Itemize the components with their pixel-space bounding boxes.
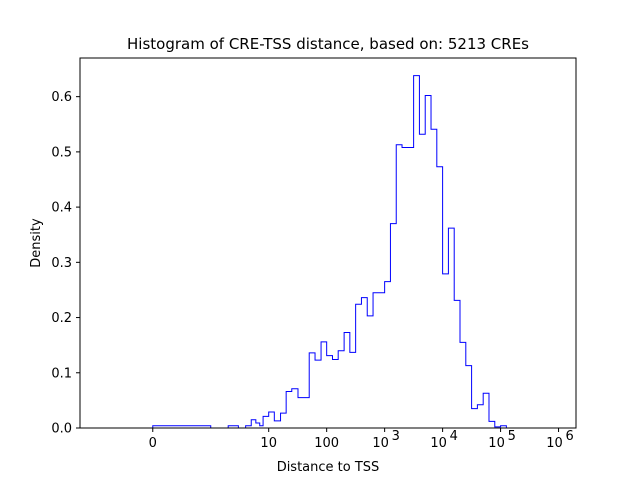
x-tick-label: 100: [314, 436, 339, 451]
x-tick-label: 10: [488, 436, 505, 451]
y-tick-label: 0.0: [51, 422, 72, 437]
x-tick-label-exponent: 4: [450, 429, 458, 444]
x-tick-label: 10: [430, 436, 447, 451]
x-tick-label: 10: [546, 436, 563, 451]
histogram-step-line: [152, 75, 536, 429]
y-tick-label: 0.6: [51, 90, 72, 105]
y-axis-label: Density: [29, 218, 44, 268]
y-tick-label: 0.5: [51, 145, 72, 160]
x-tick-label: 10: [372, 436, 389, 451]
x-tick-label-exponent: 3: [392, 429, 400, 444]
chart-title: Histogram of CRE-TSS distance, based on:…: [127, 35, 529, 53]
x-tick-label: 0: [149, 436, 157, 451]
x-axis: 0 10 100 10 3 10 4 10 5 10 6: [149, 428, 574, 451]
x-tick-label-exponent: 6: [566, 429, 574, 444]
x-tick-label-exponent: 5: [508, 429, 516, 444]
x-axis-label: Distance to TSS: [277, 460, 380, 475]
y-tick-label: 0.1: [51, 366, 72, 381]
plot-frame: [79, 57, 577, 429]
y-tick-label: 0.2: [51, 311, 72, 326]
y-axis: 0.0 0.1 0.2 0.3 0.4 0.5 0.6: [51, 90, 80, 437]
y-tick-label: 0.3: [51, 256, 72, 271]
y-tick-label: 0.4: [51, 201, 72, 216]
x-tick-label: 10: [260, 436, 277, 451]
